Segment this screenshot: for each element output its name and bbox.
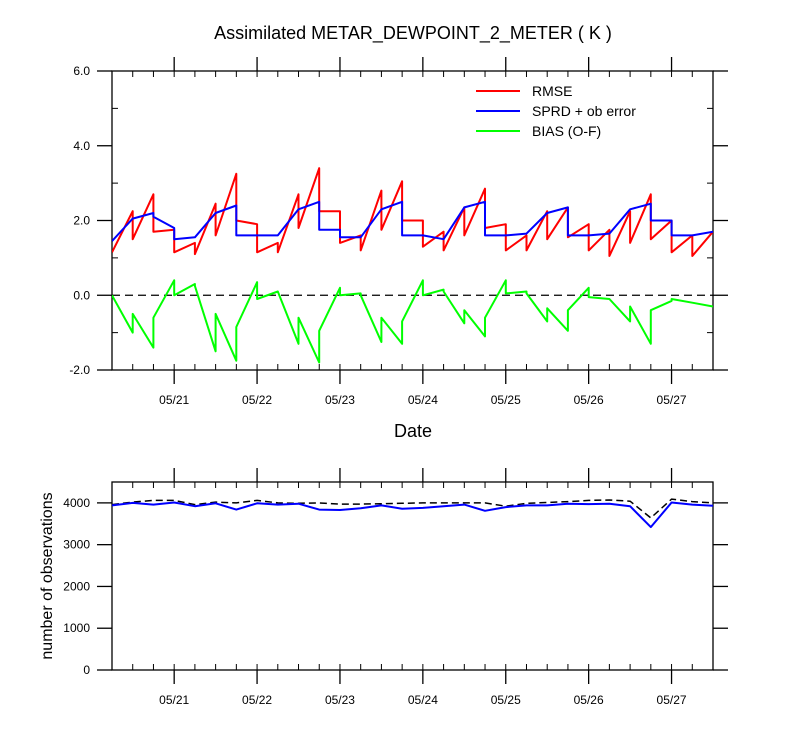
y-tick-label: 0.0	[73, 288, 90, 302]
series-line-sprd-ob-error	[112, 200, 713, 242]
series-line-bias-o-f	[112, 279, 713, 364]
x-tick-label: 05/24	[408, 393, 438, 407]
y-tick-label: 6.0	[73, 64, 90, 78]
legend-label: BIAS (O-F)	[532, 123, 601, 139]
y-tick-label: 2000	[63, 579, 90, 593]
series-line-observations-assimilated	[112, 501, 713, 529]
x-tick-label: 05/25	[491, 393, 521, 407]
plot-frame	[111, 481, 714, 671]
x-tick-label: 05/24	[408, 693, 438, 707]
legend-label: SPRD + ob error	[532, 103, 636, 119]
chart-title: Assimilated METAR_DEWPOINT_2_METER ( K )	[214, 23, 612, 44]
legend: RMSE SPRD + ob error BIAS (O-F)	[476, 83, 636, 139]
x-tick-label: 05/23	[325, 693, 355, 707]
series-line-observations-possible	[112, 498, 713, 519]
x-tick-label: 05/26	[574, 693, 604, 707]
x-tick-label: 05/22	[242, 693, 272, 707]
x-tick-label: 05/26	[574, 393, 604, 407]
y-tick-label: 0	[83, 663, 90, 677]
x-tick-label: 05/25	[491, 693, 521, 707]
x-axis-label: Date	[394, 421, 432, 441]
y-tick-label: 4000	[63, 496, 90, 510]
top-plot-panel: 05/21 05/22 05/23 05/24 05/25 05/26 05/27 -2.0 0…	[69, 57, 728, 407]
x-tick-label: 05/21	[159, 693, 189, 707]
x-tick-label: 05/27	[657, 393, 687, 407]
y-tick-label: 3000	[63, 538, 90, 552]
y-tick-label: 4.0	[73, 139, 90, 153]
y-axis-label: number of observations	[39, 492, 56, 659]
y-tick-label: 1000	[63, 621, 90, 635]
x-tick-label: 05/22	[242, 393, 272, 407]
legend-label: RMSE	[532, 83, 572, 99]
y-tick-label: 2.0	[73, 214, 90, 228]
x-tick-label: 05/27	[657, 693, 687, 707]
x-tick-label: 05/23	[325, 393, 355, 407]
series-line-rmse	[112, 167, 713, 257]
y-tick-label: -2.0	[69, 363, 90, 377]
bottom-plot-panel: 05/21 05/22 05/23 05/24 05/25 05/26 05/27 0 1000…	[63, 468, 728, 707]
x-tick-label: 05/21	[159, 393, 189, 407]
